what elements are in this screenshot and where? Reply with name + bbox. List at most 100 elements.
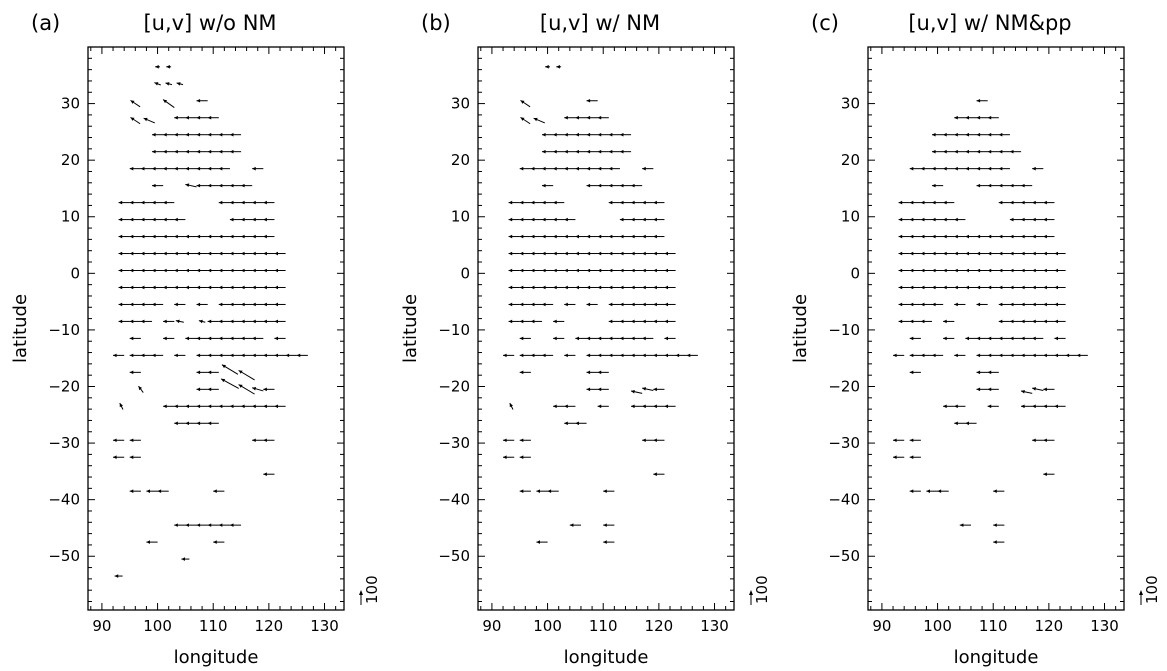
wind-vector — [196, 149, 208, 154]
wind-vector — [642, 217, 654, 222]
wind-vector — [530, 200, 543, 205]
wind-vector-head — [196, 183, 201, 188]
wind-vector — [931, 302, 944, 307]
wind-vector — [586, 234, 598, 239]
wind-vector-head — [943, 200, 947, 205]
wind-vector-head — [686, 353, 691, 358]
wind-vector-head — [987, 149, 992, 154]
wind-vector — [1043, 200, 1055, 205]
wind-vector — [1009, 200, 1022, 205]
wind-vector-head — [185, 523, 189, 527]
wind-vector — [556, 65, 562, 69]
wind-vector-head — [207, 523, 212, 527]
wind-vector — [998, 336, 1010, 341]
wind-vector-head — [1054, 336, 1058, 341]
wind-vector — [987, 268, 999, 273]
wind-vector-head — [229, 217, 234, 222]
wind-vector-head — [1032, 234, 1036, 239]
wind-vector — [1032, 404, 1044, 409]
wind-vector — [174, 234, 186, 239]
reference-vector-label: 100 — [1143, 575, 1161, 604]
wind-vector — [263, 217, 275, 222]
wind-vector — [569, 523, 581, 527]
wind-vector — [976, 115, 988, 120]
wind-vector-head — [909, 285, 914, 290]
wind-vector-head — [252, 200, 256, 205]
wind-vector-head — [541, 302, 546, 307]
wind-vector-head — [998, 319, 1003, 324]
wind-vector-head — [163, 336, 167, 341]
wind-vector — [1054, 336, 1066, 341]
wind-vector — [207, 353, 219, 358]
wind-vector-head — [151, 132, 156, 137]
wind-vector-head — [263, 268, 267, 273]
wind-vector — [530, 268, 543, 273]
wind-vector-head — [146, 540, 150, 544]
wind-vector-head — [196, 251, 201, 256]
wind-vector-head — [140, 166, 145, 171]
wind-vector — [586, 183, 598, 188]
wind-vector-head — [1021, 234, 1025, 239]
wind-vector — [151, 183, 164, 188]
wind-vector — [196, 387, 208, 392]
wind-vector — [229, 285, 242, 290]
wind-vector — [931, 200, 944, 205]
wind-vector — [545, 65, 550, 69]
wind-vector-head — [508, 234, 513, 239]
wind-vector — [564, 132, 576, 137]
wind-vector-head — [263, 404, 267, 409]
wind-vector-head — [1021, 285, 1025, 290]
wind-vector-head — [185, 183, 190, 187]
wind-vector — [619, 183, 632, 188]
wind-vector-head — [998, 285, 1003, 290]
wind-vector — [241, 302, 253, 307]
wind-vector — [909, 455, 921, 460]
wind-vector — [993, 489, 1005, 493]
wind-vector — [597, 370, 609, 375]
wind-vector — [163, 268, 175, 273]
wind-vector — [185, 183, 197, 188]
wind-vector-head — [931, 217, 936, 222]
wind-vector-head — [642, 302, 646, 307]
wind-vector — [954, 234, 966, 239]
wind-vector — [118, 285, 130, 290]
wind-vector — [954, 115, 966, 120]
wind-vector — [619, 285, 632, 290]
wind-vector-head — [174, 268, 178, 273]
wind-vector — [664, 285, 676, 290]
wind-vector-head — [586, 336, 591, 341]
wind-vector-head — [140, 319, 145, 324]
wind-vector — [893, 353, 905, 358]
y-tick-label: −50 — [48, 547, 80, 565]
wind-vector — [931, 353, 944, 358]
wind-vector — [218, 200, 230, 205]
wind-vector — [976, 387, 988, 392]
wind-vector-head — [931, 285, 936, 290]
wind-vector-head — [642, 285, 646, 290]
wind-vector — [608, 234, 620, 239]
wind-vector-head — [129, 268, 134, 273]
wind-vector-head — [959, 523, 964, 527]
wind-vector-head — [564, 234, 568, 239]
wind-vector-head — [653, 404, 657, 409]
wind-vector — [998, 234, 1010, 239]
wind-vector — [285, 353, 297, 358]
wind-vector-head — [509, 403, 514, 408]
wind-vector-head — [252, 166, 256, 171]
wind-vector — [207, 285, 219, 290]
wind-vector — [252, 336, 264, 341]
wind-vector — [207, 336, 219, 341]
wind-vector-head — [541, 353, 546, 358]
wind-vector-head — [1032, 404, 1036, 409]
wind-vector — [174, 251, 186, 256]
wind-vector — [959, 523, 971, 527]
wind-vector — [920, 319, 933, 324]
wind-vector-head — [252, 302, 256, 307]
wind-vector — [931, 234, 944, 239]
y-tick-label: −40 — [828, 491, 860, 509]
wind-vector — [196, 285, 208, 290]
wind-vector-head — [252, 234, 256, 239]
wind-vector-head — [241, 183, 245, 188]
wind-vector-head — [508, 200, 513, 205]
wind-vector-head — [631, 302, 635, 307]
